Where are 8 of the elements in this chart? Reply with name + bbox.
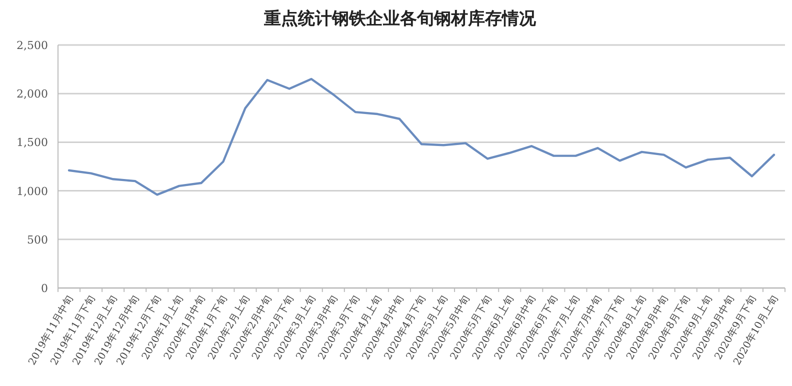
line-series [68,78,776,196]
y-tick-label: 1,000 [16,184,48,198]
y-tick-label: 2,000 [16,88,48,101]
y-tick-label: 500 [27,233,48,246]
y-tick-label: 1,500 [16,136,48,150]
chart-title: 重点统计钢铁企业各旬钢材库存情况 [263,9,537,29]
y-tick-label: 2,500 [16,39,48,52]
y-tick-label: 0 [41,282,48,295]
